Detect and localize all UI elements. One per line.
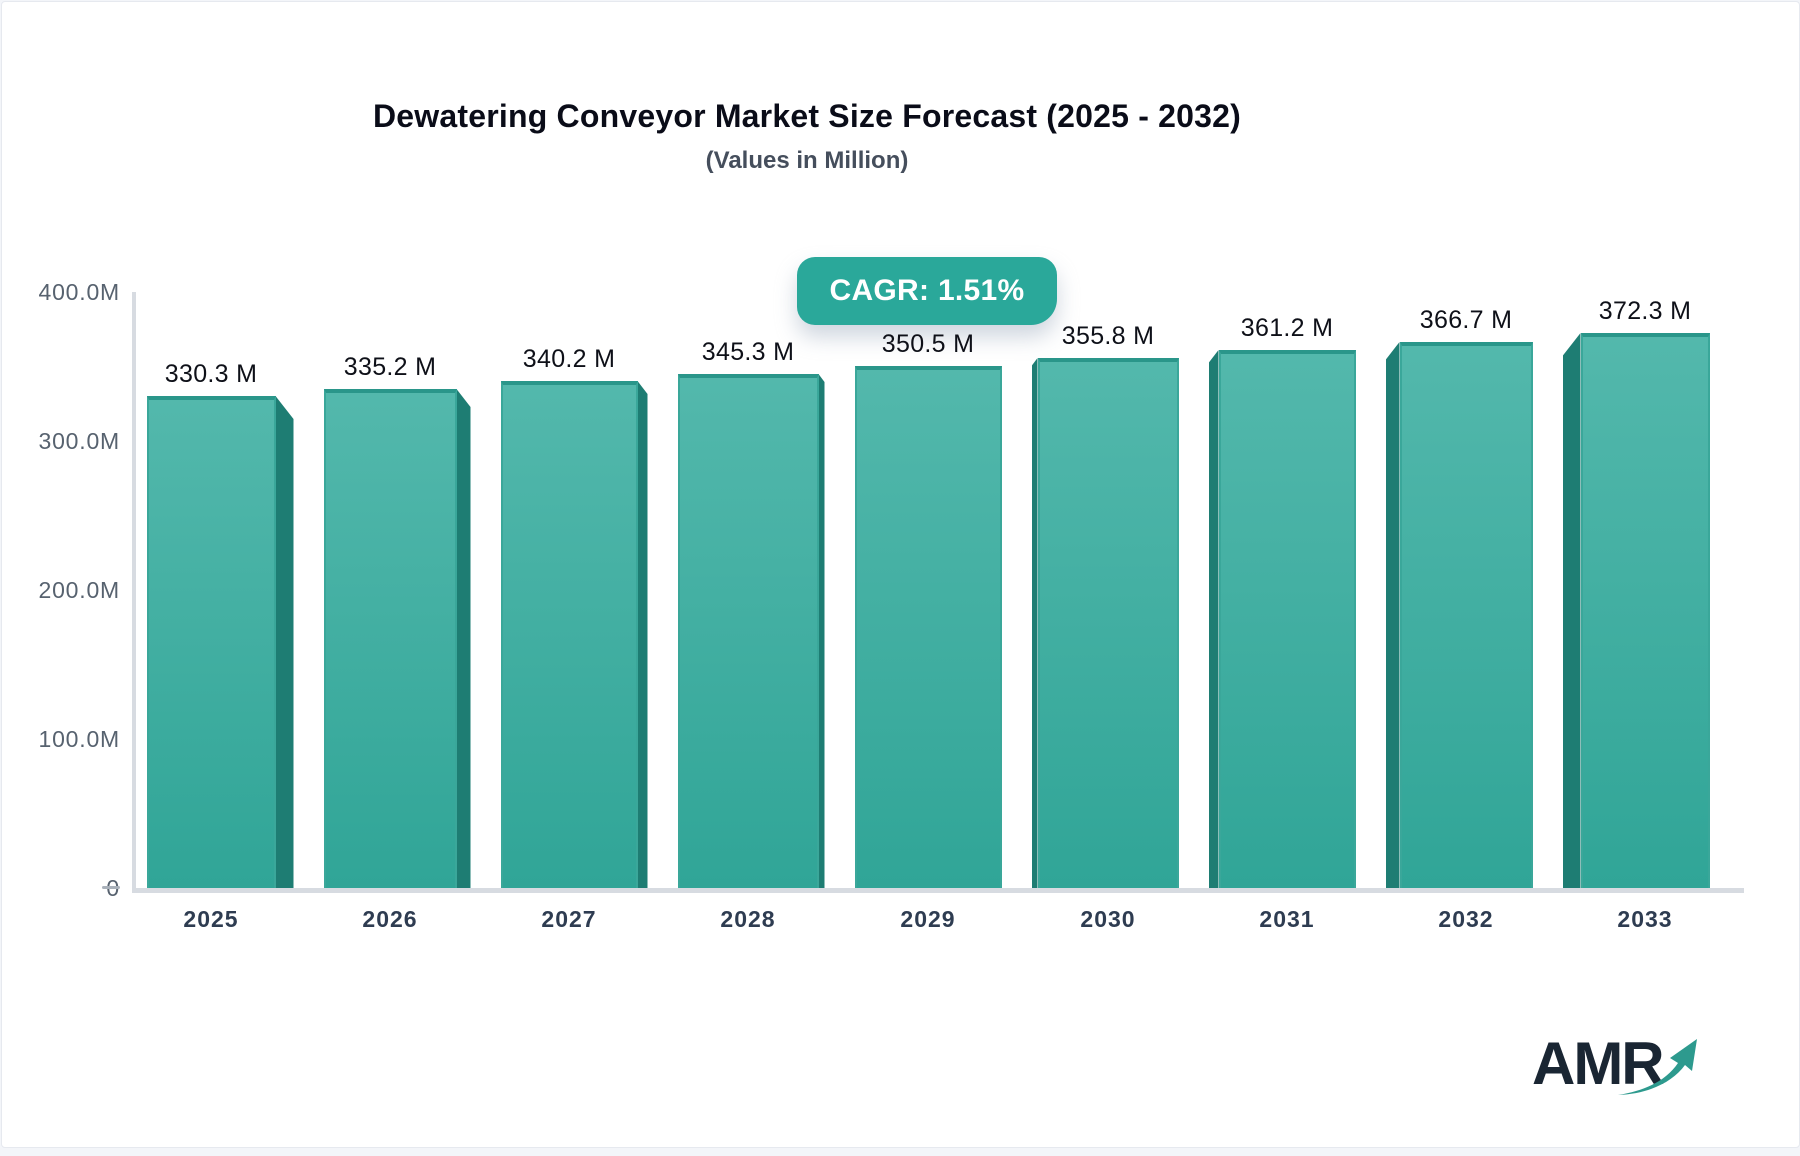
amr-logo-text: AMR: [1532, 1030, 1665, 1097]
y-tick-label-300.0M: 300.0M: [38, 428, 120, 454]
bar-side-2031: [1208, 350, 1219, 888]
bar-value-label-2030: 355.8 M: [1061, 322, 1155, 350]
bar-side-2033: [1562, 333, 1581, 888]
bar-2031: 361.2 M 2031: [1208, 314, 1356, 932]
bar-side-2032: [1385, 342, 1400, 888]
bar-side-2025: [275, 396, 294, 888]
bar-2028: 345.3 M 2028: [677, 338, 825, 932]
bar-value-label-2029: 350.5 M: [881, 330, 975, 358]
x-axis-label-2027: 2027: [541, 906, 597, 932]
x-axis-label-2033: 2033: [1617, 906, 1673, 932]
bar-value-label-2027: 340.2 M: [522, 345, 616, 373]
bar-value-label-2033: 372.3 M: [1598, 297, 1692, 325]
bar-2030: 355.8 M 2030: [1031, 322, 1179, 932]
y-tick-label-200.0M: 200.0M: [38, 577, 120, 603]
amr-logo: AMR: [1532, 1034, 1712, 1106]
x-axis-label-2029: 2029: [900, 906, 956, 932]
bar-face-2028: [677, 374, 819, 888]
y-tick-label-400.0M: 400.0M: [38, 279, 120, 305]
bar-value-label-2031: 361.2 M: [1240, 314, 1334, 342]
bar-side-2028: [818, 374, 825, 888]
x-axis-label-2028: 2028: [720, 906, 776, 932]
bar-value-label-2028: 345.3 M: [701, 338, 795, 366]
bar-face-2027: [500, 381, 638, 888]
cagr-badge-label: CAGR: 1.51%: [829, 274, 1025, 307]
x-axis-label-2031: 2031: [1259, 906, 1315, 932]
chart-subtitle: (Values in Million): [705, 147, 909, 174]
bar-face-2033: [1580, 333, 1710, 888]
bar-2029: 350.5 M 2029: [854, 330, 1002, 932]
growth-arrow-icon: [1618, 1039, 1697, 1095]
bar-side-2030: [1031, 358, 1038, 888]
bar-value-label-2026: 335.2 M: [343, 353, 437, 381]
x-axis-line: [132, 888, 1744, 893]
chart-header: Dewatering Conveyor Market Size Forecast…: [2, 98, 1612, 175]
bar-value-label-2025: 330.3 M: [164, 360, 258, 388]
x-axis-label-2030: 2030: [1080, 906, 1136, 932]
y-axis-line: [132, 292, 136, 893]
x-axis-label-2025: 2025: [183, 906, 239, 932]
cagr-badge: CAGR: 1.51%: [797, 257, 1057, 325]
bar-face-2025: [146, 396, 276, 888]
y-tick-label-100.0M: 100.0M: [38, 726, 120, 752]
bar-face-2031: [1218, 350, 1356, 888]
bar-face-2032: [1399, 342, 1533, 888]
bar-face-2030: [1037, 358, 1179, 888]
bar-2026: 335.2 M 2026: [323, 353, 471, 932]
x-axis-label-2032: 2032: [1438, 906, 1494, 932]
bar-face-2026: [323, 389, 457, 888]
bar-2027: 340.2 M 2027: [500, 345, 648, 932]
zero-tick-mark: [102, 886, 120, 889]
chart-title: Dewatering Conveyor Market Size Forecast…: [372, 98, 1242, 134]
bar-2033: 372.3 M 2033: [1562, 297, 1710, 932]
bar-2025: 330.3 M 2025: [146, 360, 294, 932]
bar-side-2026: [456, 389, 471, 888]
bar-side-2027: [637, 381, 648, 888]
bar-2032: 366.7 M 2032: [1385, 306, 1533, 932]
bar-value-label-2032: 366.7 M: [1419, 306, 1513, 334]
x-axis-label-2026: 2026: [362, 906, 418, 932]
bar-face-2029: [854, 366, 1002, 888]
